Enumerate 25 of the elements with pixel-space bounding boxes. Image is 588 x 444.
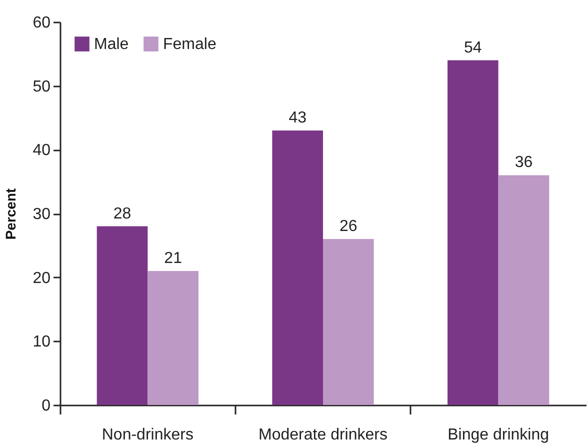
- x-tick-label: Moderate drinkers: [258, 426, 388, 444]
- bar: [498, 175, 550, 405]
- y-tick-label: 40: [32, 142, 51, 160]
- data-label: 43: [288, 110, 307, 127]
- y-tick-label: 0: [42, 398, 51, 414]
- y-axis-title: Percent: [2, 188, 19, 240]
- y-tick-label: 50: [32, 78, 51, 96]
- x-tick-label: Non-drinkers: [102, 426, 194, 444]
- bar: [96, 226, 148, 405]
- legend-label: Male: [94, 36, 129, 53]
- bar: [272, 130, 323, 405]
- y-tick-label: 30: [32, 206, 51, 223]
- data-label: 26: [340, 218, 358, 236]
- data-label: 21: [164, 250, 182, 267]
- y-tick-label: 60: [32, 14, 51, 32]
- data-label: 28: [113, 205, 132, 222]
- legend-label: Female: [163, 36, 216, 53]
- y-tick-label: 10: [32, 334, 51, 351]
- data-label: 54: [464, 39, 482, 56]
- bar: [448, 60, 498, 405]
- data-label: 36: [514, 154, 533, 172]
- x-tick-label: Binge drinking: [448, 426, 550, 444]
- y-tick-label: 20: [32, 270, 51, 287]
- bar: [148, 270, 198, 405]
- bar: [323, 239, 374, 405]
